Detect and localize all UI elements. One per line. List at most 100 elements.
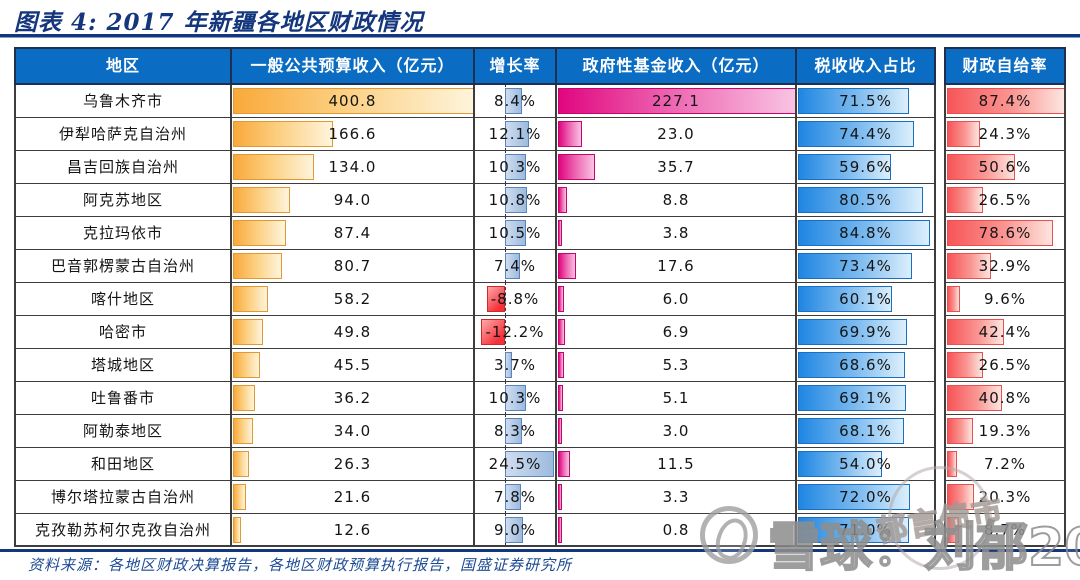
budget-cell: 34.0 xyxy=(232,415,475,448)
self-bar xyxy=(947,154,1016,180)
tax-bar xyxy=(798,517,909,543)
fund-cell: 11.5 xyxy=(557,448,797,481)
region-name: 喀什地区 xyxy=(90,290,155,308)
budget-value: 58.2 xyxy=(333,290,372,308)
growth-cell: 3.7% xyxy=(475,349,557,382)
growth-value: 10.3% xyxy=(488,158,542,176)
self-bar xyxy=(947,451,957,477)
fund-value: 0.8 xyxy=(662,521,690,539)
fund-value: 3.0 xyxy=(662,422,690,440)
row-gap xyxy=(936,151,944,184)
region-name: 阿克苏地区 xyxy=(82,191,163,209)
table-row: 哈密市 49.8 -12.2% 6.9 69.9% 42.4% xyxy=(14,316,1066,349)
tax-bar xyxy=(798,88,910,114)
fund-cell: 5.3 xyxy=(557,349,797,382)
self-value: 24.3% xyxy=(978,125,1032,143)
tax-cell: 68.6% xyxy=(797,349,936,382)
budget-cell: 21.6 xyxy=(232,481,475,514)
source-note: 资料来源：各地区财政决算报告，各地区财政预算执行报告，国盛证券研究所 xyxy=(28,556,573,574)
growth-value: 10.8% xyxy=(488,191,542,209)
self-bar xyxy=(947,220,1054,246)
row-gap xyxy=(936,415,944,448)
region-cell: 博尔塔拉蒙古自治州 xyxy=(14,481,232,514)
budget-bar xyxy=(233,88,473,114)
fund-value: 227.1 xyxy=(652,92,700,110)
growth-bar xyxy=(505,451,554,477)
budget-bar xyxy=(233,220,286,246)
table-row: 阿克苏地区 94.0 10.8% 8.8 80.5% 26.5% xyxy=(14,184,1066,217)
region-name: 博尔塔拉蒙古自治州 xyxy=(50,488,195,506)
region-name: 伊犁哈萨克自治州 xyxy=(58,125,187,143)
fund-cell: 8.8 xyxy=(557,184,797,217)
growth-zero-line xyxy=(505,316,506,348)
budget-bar xyxy=(233,286,268,312)
table-row: 克孜勒苏柯尔克孜自治州 12.6 9.0% 0.8 71.0% 8.7% xyxy=(14,514,1066,547)
header-growth: 增长率 xyxy=(475,47,557,85)
self-cell: 20.3% xyxy=(944,481,1066,514)
budget-value: 134.0 xyxy=(328,158,377,176)
growth-bar xyxy=(505,154,526,180)
budget-value: 34.0 xyxy=(333,422,372,440)
budget-value: 12.6 xyxy=(333,521,372,539)
self-cell: 32.9% xyxy=(944,250,1066,283)
fund-value: 3.3 xyxy=(662,488,690,506)
tax-value: 73.4% xyxy=(839,257,892,275)
fund-bar xyxy=(558,253,577,279)
growth-cell: -12.2% xyxy=(475,316,557,349)
growth-bar xyxy=(505,517,523,543)
fund-cell: 6.0 xyxy=(557,283,797,316)
self-cell: 26.5% xyxy=(944,184,1066,217)
tax-cell: 69.9% xyxy=(797,316,936,349)
fund-value: 8.8 xyxy=(662,191,690,209)
table-row: 昌吉回族自治州 134.0 10.3% 35.7 59.6% 50.6% xyxy=(14,151,1066,184)
table-row: 塔城地区 45.5 3.7% 5.3 68.6% 26.5% xyxy=(14,349,1066,382)
fund-cell: 227.1 xyxy=(557,85,797,118)
region-cell: 喀什地区 xyxy=(14,283,232,316)
fund-value: 6.0 xyxy=(662,290,690,308)
growth-value: -12.2% xyxy=(485,323,545,341)
self-cell: 42.4% xyxy=(944,316,1066,349)
self-bar xyxy=(947,352,983,378)
tax-value: 68.1% xyxy=(839,422,892,440)
budget-value: 166.6 xyxy=(328,125,377,143)
budget-bar xyxy=(233,451,249,477)
growth-cell: 10.3% xyxy=(475,382,557,415)
self-bar xyxy=(947,517,959,543)
growth-value: 24.5% xyxy=(488,455,542,473)
fund-bar xyxy=(558,418,562,444)
budget-bar xyxy=(233,253,282,279)
budget-cell: 26.3 xyxy=(232,448,475,481)
growth-bar xyxy=(505,220,526,246)
tax-cell: 68.1% xyxy=(797,415,936,448)
growth-cell: 9.0% xyxy=(475,514,557,547)
budget-bar xyxy=(233,121,334,147)
tax-value: 54.0% xyxy=(839,455,892,473)
fund-value: 17.6 xyxy=(657,257,695,275)
fund-bar xyxy=(558,385,564,411)
self-bar xyxy=(947,187,983,213)
self-bar xyxy=(947,88,1064,114)
fund-bar xyxy=(558,484,562,510)
budget-bar xyxy=(233,352,261,378)
region-cell: 阿勒泰地区 xyxy=(14,415,232,448)
self-bar xyxy=(947,385,1003,411)
fund-cell: 35.7 xyxy=(557,151,797,184)
growth-cell: 24.5% xyxy=(475,448,557,481)
tax-bar xyxy=(798,385,906,411)
growth-bar xyxy=(480,319,505,345)
budget-value: 49.8 xyxy=(333,323,372,341)
tax-cell: 80.5% xyxy=(797,184,936,217)
budget-cell: 80.7 xyxy=(232,250,475,283)
budget-cell: 12.6 xyxy=(232,514,475,547)
fund-bar xyxy=(558,187,568,213)
self-cell: 7.2% xyxy=(944,448,1066,481)
fund-cell: 5.1 xyxy=(557,382,797,415)
tax-bar xyxy=(798,352,905,378)
tax-bar xyxy=(798,220,931,246)
self-bar xyxy=(947,286,960,312)
fund-value: 6.9 xyxy=(662,323,690,341)
growth-bar xyxy=(487,286,505,312)
row-gap xyxy=(936,448,944,481)
growth-cell: 10.8% xyxy=(475,184,557,217)
tax-cell: 72.0% xyxy=(797,481,936,514)
